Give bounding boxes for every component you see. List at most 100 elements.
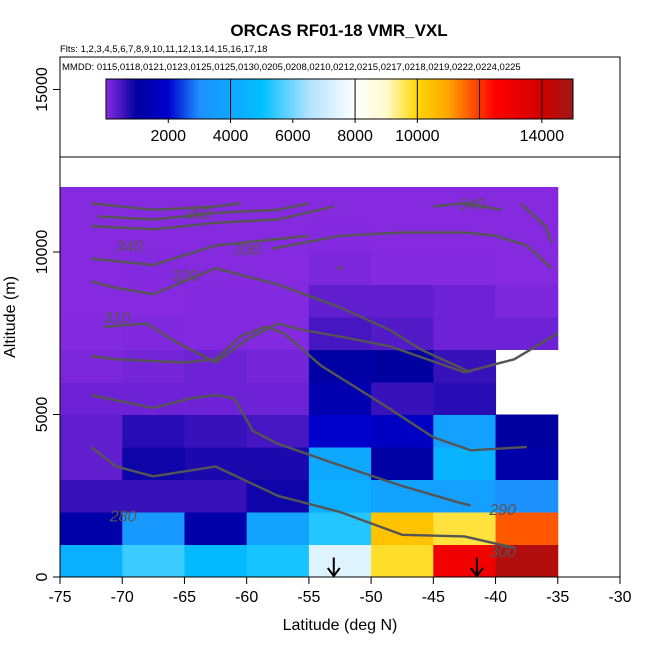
colorbar-tick-label: 8000 [337, 128, 373, 145]
heatmap-cell [371, 544, 434, 578]
colorbar-tick-label: 14000 [520, 128, 565, 145]
heatmap-cell [60, 317, 123, 350]
heatmap-cell [495, 479, 559, 513]
x-axis-label: Latitude (deg N) [283, 617, 398, 634]
plot-frame [59, 56, 621, 578]
heatmap-cell [184, 349, 248, 383]
contour-line [519, 202, 553, 243]
heatmap-cell [60, 252, 123, 285]
heatmap-cell [308, 382, 372, 415]
contour-line [433, 202, 503, 211]
heatmap-cell [371, 382, 434, 415]
contour-line [90, 234, 310, 267]
heatmap-cell [246, 284, 310, 318]
heatmap-cell [371, 447, 434, 480]
heatmap-cell [308, 512, 372, 545]
heatmap-cell [433, 284, 497, 318]
heatmap-cell [433, 317, 497, 350]
colorbar-tick-label: 2000 [150, 128, 186, 145]
x-tick-label: -40 [484, 589, 507, 606]
y-tick-label: 15000 [34, 67, 51, 112]
contour-line [271, 231, 553, 270]
colorbar-gradient [105, 78, 574, 120]
heatmap-cell [433, 414, 497, 448]
heatmap-cell [495, 317, 559, 350]
heatmap-cell [122, 349, 185, 383]
heatmap-cell [433, 219, 497, 253]
contour-dot [338, 266, 342, 271]
y-axis: 0 5000 10000 15000 [34, 67, 60, 581]
heatmap-cell [60, 512, 123, 545]
colorbar-tick-label: 10000 [395, 128, 440, 145]
contour-line [90, 267, 472, 374]
heatmap-cell [371, 219, 434, 253]
heatmap-cell [308, 544, 372, 578]
contour-label: 340 [458, 196, 485, 213]
heatmap-cell [495, 284, 559, 318]
x-tick-label: -50 [360, 589, 383, 606]
heatmap-cell [246, 512, 310, 545]
arrow-head [470, 567, 484, 578]
contour-line [90, 202, 241, 211]
x-tick-label: -30 [608, 589, 631, 606]
heatmap-cell [433, 252, 497, 285]
heatmap-cell [122, 317, 185, 350]
colorbar-tick-label: 6000 [275, 128, 311, 145]
heatmap-cell [433, 479, 497, 513]
heatmap-cell [495, 447, 559, 480]
contour-label: 280 [109, 508, 137, 525]
colorbar: 2000 4000 6000 8000 10000 14000 [105, 78, 574, 145]
contour-label: 330 [234, 242, 261, 259]
contour-label: 320 [172, 268, 199, 285]
contour-label: 290 [488, 502, 516, 519]
heatmap-cell [495, 414, 559, 448]
heatmap-cell [246, 382, 310, 415]
arrow-head [326, 567, 341, 578]
heatmap-cell [433, 544, 497, 578]
heatmap-cell [433, 512, 497, 545]
heatmap-cell [495, 512, 559, 545]
heatmap-cell [60, 219, 123, 253]
heatmap-cell [371, 349, 434, 383]
latitude-arrows [326, 557, 484, 578]
heatmap-cell [246, 349, 310, 383]
heatmap-cell [246, 544, 310, 578]
heatmap-cell [122, 447, 185, 480]
heatmap-cell [122, 187, 185, 220]
heatmap-cell [184, 479, 248, 513]
contour-line [103, 322, 559, 374]
heatmap-cell [495, 252, 559, 285]
heatmap-cell [122, 479, 185, 513]
heatmap-cell [60, 349, 123, 383]
x-tick-label: -75 [48, 589, 71, 606]
heatmap-cell [122, 219, 185, 253]
x-tick-label: -60 [235, 589, 258, 606]
heatmap-cell [122, 414, 185, 448]
x-tick-label: -70 [111, 589, 134, 606]
heatmap-cell [122, 382, 185, 415]
heatmap-cell [371, 187, 434, 220]
x-axis: -75 -70 -65 -60 -55 -50 -45 -40 -35 -30 [48, 577, 632, 606]
chart-title: ORCAS RF01-18 VMR_VXL [230, 21, 447, 40]
x-tick-label: -55 [297, 589, 320, 606]
heatmap-cell [495, 544, 559, 578]
heatmap-cell [246, 317, 310, 350]
y-axis-label: Altitude (m) [2, 276, 19, 358]
heatmap-cell [60, 414, 123, 448]
heatmap-cell [60, 479, 123, 513]
heatmap-cell [495, 187, 559, 220]
heatmap-cell [122, 544, 185, 578]
heatmap-cell [184, 414, 248, 448]
heatmap-cell [246, 447, 310, 480]
y-tick-label: 0 [34, 572, 51, 581]
heatmap-cell [184, 512, 248, 545]
contour-line [97, 202, 310, 221]
y-tick-label: 5000 [34, 397, 51, 433]
heatmap-cell [308, 187, 372, 220]
x-tick-label: -35 [546, 589, 569, 606]
heatmap-cell [184, 544, 248, 578]
colorbar-tick-label: 4000 [213, 128, 249, 145]
heatmap-cell [60, 284, 123, 318]
heatmap-cell [308, 414, 372, 448]
